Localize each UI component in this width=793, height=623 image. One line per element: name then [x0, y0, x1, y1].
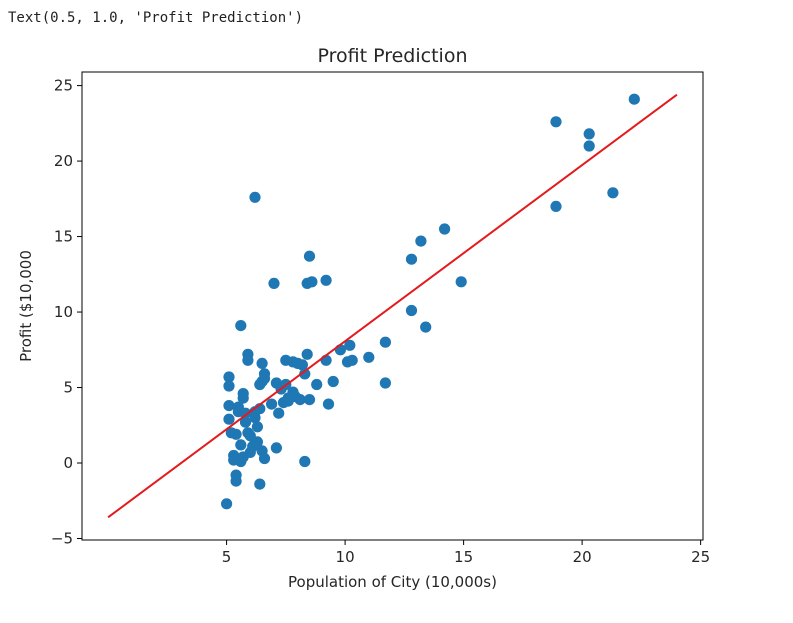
x-axis: 5 10 15 20 25 — [222, 540, 710, 566]
data-point — [439, 223, 451, 235]
data-point — [230, 428, 242, 440]
x-tick-label: 5 — [222, 548, 232, 566]
data-point — [327, 375, 339, 388]
y-tick-label: 0 — [63, 454, 73, 472]
data-point — [303, 250, 316, 262]
chart-title: Profit Prediction — [318, 45, 468, 67]
data-point — [221, 498, 233, 510]
y-tick-label: 25 — [54, 77, 73, 95]
y-tick-label: 20 — [54, 152, 73, 170]
data-point — [223, 400, 235, 412]
data-point — [322, 398, 335, 410]
data-point — [251, 436, 263, 448]
data-point — [379, 377, 391, 389]
data-point — [239, 407, 252, 419]
cell-output-text: Text(0.5, 1.0, 'Profit Prediction') — [8, 10, 304, 26]
data-point — [311, 378, 323, 391]
data-point — [306, 276, 318, 288]
data-point — [583, 140, 595, 152]
regression-line — [107, 93, 678, 519]
data-point — [628, 93, 640, 105]
y-axis: −5 0 5 10 15 20 25 — [51, 77, 82, 547]
data-point — [223, 413, 235, 425]
data-point — [242, 354, 254, 366]
data-point — [346, 354, 358, 366]
data-point — [550, 200, 562, 212]
data-point — [251, 421, 263, 433]
data-point — [273, 407, 285, 419]
data-point — [256, 357, 268, 369]
chart-marks — [107, 93, 678, 519]
y-tick-label: 10 — [54, 303, 73, 321]
plot-frame — [81, 71, 704, 541]
x-axis-label: Population of City (10,000s) — [288, 573, 497, 591]
x-tick-label: 25 — [691, 548, 710, 566]
y-tick-label: −5 — [51, 529, 73, 547]
data-point — [258, 452, 271, 465]
data-point — [344, 339, 356, 351]
data-point — [550, 116, 562, 128]
data-point — [299, 368, 311, 380]
data-point — [379, 336, 391, 348]
data-point — [583, 128, 595, 140]
y-tick-label: 5 — [63, 379, 73, 397]
data-point — [455, 276, 467, 288]
data-point — [363, 351, 375, 363]
data-point — [607, 187, 619, 199]
data-point — [239, 416, 252, 428]
y-axis-label: Profit ($10,000 — [17, 250, 35, 362]
data-point — [320, 274, 332, 286]
data-point — [268, 277, 280, 289]
data-point — [223, 371, 235, 383]
data-point — [249, 191, 261, 203]
data-point — [420, 321, 432, 333]
data-point — [266, 398, 278, 410]
x-tick-label: 10 — [336, 548, 355, 566]
data-point — [254, 478, 266, 490]
data-point — [296, 359, 308, 371]
data-point — [301, 348, 313, 360]
data-point — [299, 455, 311, 468]
data-point — [258, 372, 271, 385]
data-point — [405, 253, 418, 265]
data-point — [223, 380, 235, 392]
x-tick-label: 15 — [454, 548, 473, 566]
y-tick-label: 15 — [54, 228, 73, 246]
data-point — [235, 439, 247, 451]
data-point — [303, 394, 316, 406]
data-point — [294, 394, 306, 406]
data-point — [405, 304, 418, 317]
x-tick-label: 20 — [573, 548, 592, 566]
data-point — [270, 442, 282, 454]
data-point — [235, 320, 247, 332]
data-point — [237, 388, 249, 400]
data-point — [415, 235, 427, 247]
data-point — [230, 475, 242, 487]
